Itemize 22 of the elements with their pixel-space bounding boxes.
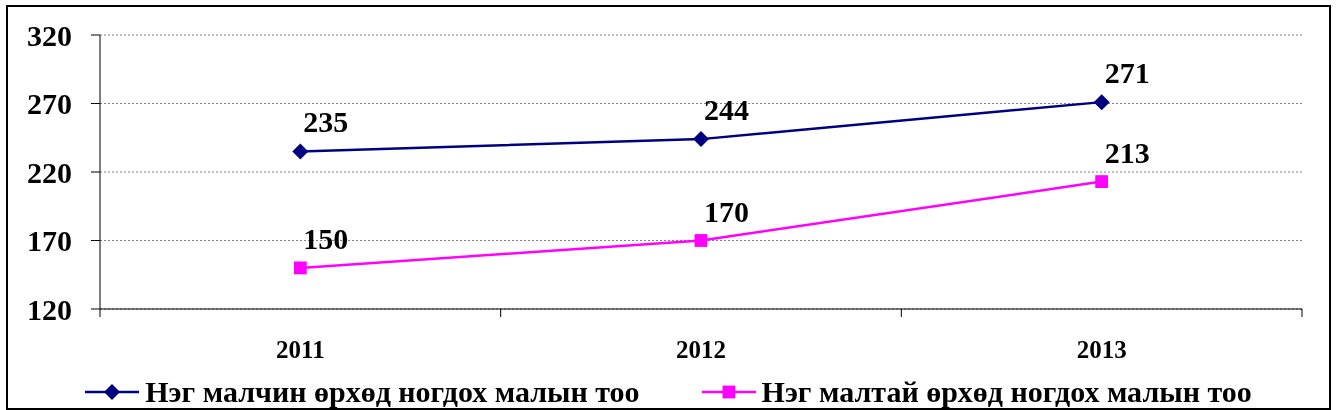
point xyxy=(1093,94,1110,111)
point xyxy=(694,234,708,247)
data-label: 244 xyxy=(704,93,749,127)
y-tick-label: 120 xyxy=(27,292,72,326)
x-tick-label: 2013 xyxy=(1076,335,1127,363)
point xyxy=(693,131,709,148)
data-label: 235 xyxy=(303,105,349,139)
legend-label: Нэг малтай өрхөд ногдох малын тоо xyxy=(761,375,1252,408)
data-label: 170 xyxy=(704,194,749,228)
data-label: 213 xyxy=(1104,135,1150,169)
legend-label: Нэг малчин өрхөд ногдох малын тоо xyxy=(145,375,640,408)
y-tick-label: 270 xyxy=(27,87,72,121)
x-tick-label: 2011 xyxy=(276,335,325,363)
y-tick-label: 220 xyxy=(27,155,72,189)
point xyxy=(1095,175,1109,188)
point xyxy=(293,261,307,275)
x-tick-label: 2012 xyxy=(676,335,726,363)
y-tick-label: 320 xyxy=(27,18,72,52)
data-label: 150 xyxy=(303,221,349,255)
y-tick-label: 170 xyxy=(27,224,72,258)
data-label: 271 xyxy=(1104,56,1150,90)
point xyxy=(292,143,309,160)
